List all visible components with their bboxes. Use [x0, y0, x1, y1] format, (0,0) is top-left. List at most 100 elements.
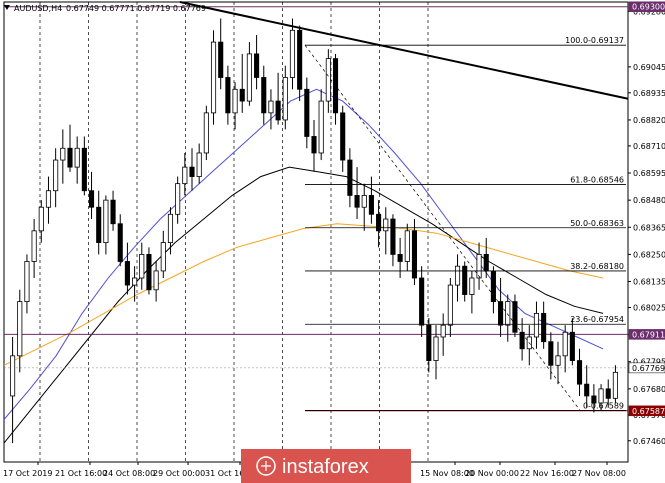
candle-body [490, 270, 496, 302]
candle-body [38, 206, 44, 232]
price-tag-label: 0.67587 [632, 407, 665, 416]
candle-body [411, 230, 418, 279]
y-tick-label: 0.67795 [633, 358, 665, 367]
candle-body [541, 312, 547, 343]
y-tick-label: 0.69045 [633, 63, 665, 72]
y-tick-label: 0.67680 [633, 385, 665, 394]
candle-body [297, 29, 303, 90]
candle-body [368, 195, 374, 215]
candle-body [390, 218, 396, 255]
candle-body [469, 277, 475, 295]
candle-body [160, 242, 166, 272]
candle-body [196, 152, 202, 177]
candle-body [218, 41, 224, 78]
candle-body [584, 383, 590, 397]
candle-body [404, 230, 410, 262]
price-tag-label: 0.69300 [632, 3, 665, 12]
price-tag [628, 362, 665, 374]
x-tick-label: 21 Oct 16:00 [55, 469, 107, 478]
price-tag-label: 0.67769 [632, 364, 665, 373]
candle-body [31, 230, 37, 262]
candle-body [189, 166, 195, 177]
candle-body [10, 355, 16, 397]
candle-body [598, 388, 604, 404]
candle-body [383, 218, 389, 232]
candle-body [548, 341, 554, 366]
candle-body [340, 112, 346, 161]
candle-body [289, 29, 296, 78]
logo-cross [261, 461, 271, 471]
candle-body [318, 100, 324, 154]
y-tick-label: 0.68820 [633, 116, 665, 125]
candle-body [67, 147, 73, 168]
candle-body [576, 360, 583, 385]
ohlc-values: 0.67749 0.67771 0.67719 0.67769 [66, 4, 206, 13]
candle-body [167, 213, 174, 244]
candle-body [182, 166, 188, 185]
price-tags: 0.69300 0.67911 0.67769 0.67587 [628, 1, 665, 417]
candle-body [74, 147, 80, 168]
y-tick-label: 0.68480 [633, 196, 665, 205]
candle-body [325, 58, 331, 102]
fib-diagonal [304, 44, 581, 411]
x-tick-label: 29 Oct 00:00 [153, 469, 205, 478]
price-tag-label: 0.67911 [632, 330, 665, 339]
candle-body [591, 395, 597, 404]
candle-body [419, 277, 425, 326]
price-tag [628, 405, 665, 417]
x-tick-label: 17 Oct 2019 [3, 469, 52, 478]
fib-level-label: 0-0.67589 [583, 401, 624, 410]
candle-body [146, 254, 152, 291]
candles [10, 18, 618, 444]
fib-level-label: 38.2-0.68180 [570, 262, 624, 271]
candle-body [239, 88, 245, 102]
candle-body [605, 388, 611, 399]
x-tick-label: 15 Nov 08:00 [420, 469, 474, 478]
candle-body [562, 331, 568, 357]
candle-body [555, 355, 561, 366]
candle-body [505, 301, 511, 326]
moving-average-line [3, 88, 604, 420]
candle-body [132, 277, 138, 286]
candle-body [24, 261, 30, 302]
x-tick-label: 20 Nov 00:00 [465, 469, 519, 478]
candle-body [225, 77, 231, 114]
chart-header: AUDUSD,H4 0.67749 0.67771 0.67719 0.6776… [4, 4, 206, 13]
price-axis: 0.692800.690450.689350.688200.687100.685… [628, 7, 665, 446]
candle-body [254, 53, 260, 78]
candle-body [103, 199, 109, 244]
moving-average-line [3, 166, 604, 444]
y-tick-label: 0.68710 [633, 142, 665, 151]
candle-body [17, 301, 23, 357]
symbol-label: AUDUSD,H4 [14, 4, 62, 13]
y-tick-label: 0.68595 [633, 169, 665, 178]
fibonacci-levels: 100.0-0.69137 61.8-0.68546 50.0-0.68363 38.… [304, 36, 626, 411]
x-tick-label: 27 Nov 08:00 [572, 469, 626, 478]
candle-body [88, 190, 95, 208]
watermark: instaforex [241, 449, 411, 483]
dropdown-triangle-icon[interactable] [4, 5, 10, 10]
candle-body [462, 265, 468, 295]
x-tick-label: 24 Oct 08:00 [103, 469, 155, 478]
candle-body [376, 213, 382, 232]
candle-body [246, 53, 252, 102]
candle-body [81, 147, 87, 192]
instaforex-logo-icon [256, 456, 276, 476]
candle-body [454, 265, 461, 286]
candle-body [110, 199, 116, 225]
x-tick-label: 31 Oct 16:00 [205, 469, 257, 478]
candle-body [153, 270, 159, 291]
candle-body [261, 77, 267, 114]
candle-body [45, 190, 52, 208]
candle-body [361, 195, 367, 208]
y-tick-label: 0.68935 [633, 89, 665, 98]
candle-body [347, 159, 353, 196]
candle-body [483, 254, 489, 272]
y-tick-label: 0.68135 [633, 278, 665, 287]
candle-body [60, 147, 66, 161]
candle-body [612, 371, 618, 399]
candle-body [96, 206, 102, 244]
moving-average-line [3, 223, 604, 366]
